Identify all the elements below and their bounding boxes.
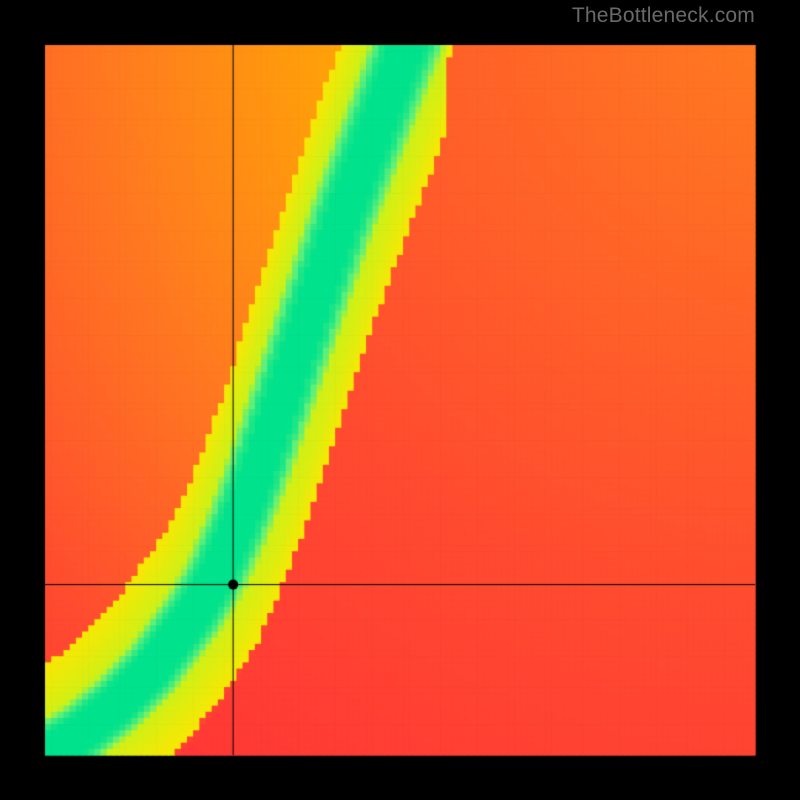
watermark-text: TheBottleneck.com bbox=[572, 4, 755, 28]
bottleneck-heatmap bbox=[0, 0, 800, 800]
